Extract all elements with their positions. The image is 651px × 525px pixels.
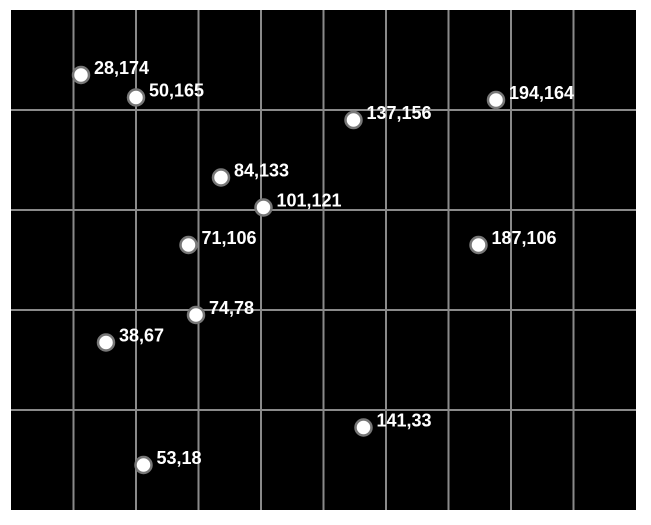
data-point-10[interactable] [354,418,373,437]
data-point-5[interactable] [254,198,273,217]
data-label-5: 101,121 [277,191,342,211]
grid-lines [11,10,636,510]
data-point-11[interactable] [134,455,153,475]
data-label-10: 141,33 [377,411,432,431]
data-point-2[interactable] [344,110,363,130]
data-point-7[interactable] [469,235,488,255]
data-label-3: 194,164 [509,83,574,103]
data-label-0: 28,174 [94,58,149,78]
data-point-1[interactable] [126,88,146,107]
data-point-4[interactable] [211,168,231,187]
data-point-8[interactable] [186,305,206,325]
data-label-2: 137,156 [367,103,432,123]
data-label-4: 84,133 [234,161,289,181]
data-point-6[interactable] [179,235,198,255]
data-point-0[interactable] [71,65,91,85]
data-point-9[interactable] [96,333,116,352]
data-label-7: 187,106 [492,228,557,248]
data-points [71,65,506,475]
data-point-3[interactable] [486,90,506,110]
data-label-8: 74,78 [209,298,254,318]
data-label-9: 38,67 [119,326,164,346]
data-label-6: 71,106 [202,228,257,248]
data-label-1: 50,165 [149,81,204,101]
data-label-11: 53,18 [157,448,202,468]
